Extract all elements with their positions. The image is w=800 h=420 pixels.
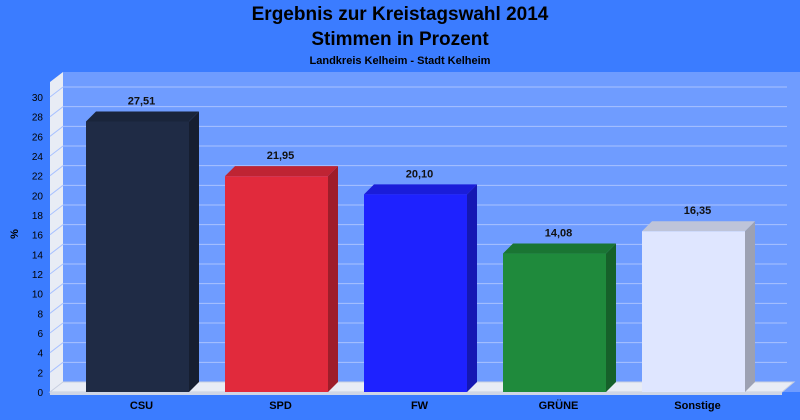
bar-front [642,231,745,392]
y-tick-label: 4 [37,349,43,360]
bar-front [86,121,189,393]
gridline-diag [49,125,64,137]
bar-side [467,184,477,392]
bar-front [503,253,606,392]
y-tick-label: 2 [37,368,43,379]
y-tick-label: 16 [32,231,44,242]
bar-side [745,221,755,392]
bar-side [189,111,199,393]
gridline-diag [49,204,64,216]
y-tick-label: 30 [32,93,44,104]
y-tick-label: 20 [32,191,44,202]
bar-top [225,166,338,177]
y-tick-label: 26 [32,132,44,143]
bar-sonstige: 16,35 [642,205,755,392]
bar-front [364,194,467,392]
y-tick-label: 12 [32,270,44,281]
y-axis-label: % [9,229,21,239]
gridline-diag [49,86,64,98]
x-tick-label: SPD [269,400,292,412]
chart-subtitle: Landkreis Kelheim - Stadt Kelheim [309,55,491,67]
bar-top [364,184,477,195]
gridline-diag [49,342,64,354]
y-tick-label: 28 [32,113,44,124]
x-tick-label: Sonstige [674,400,720,412]
gridline-diag [49,263,64,275]
bar-value-label: 14,08 [545,228,573,240]
gridline-diag [49,184,64,196]
chart-title-line2: Stimmen in Prozent [311,29,489,50]
bar-value-label: 21,95 [267,150,295,162]
y-tick-label: 24 [32,152,44,163]
bar-csu: 27,51 [86,95,199,393]
y-tick-label: 18 [32,211,44,222]
gridline-diag [49,106,64,118]
plot-floor-edge [50,392,782,395]
gridline-diag [49,361,64,373]
bars: 27,51 21,95 20,10 14,08 16,35 [86,95,755,393]
bar-value-label: 27,51 [128,95,156,107]
plot-left-wall [50,72,63,392]
bar-value-label: 20,10 [406,168,434,180]
gridline-diag [49,243,64,255]
gridline-diag [49,165,64,177]
bar-top [86,111,199,122]
bar-value-label: 16,35 [684,205,712,217]
bar-top [503,243,616,254]
y-tick-label: 10 [32,290,44,301]
x-axis: CSU SPD FW GRÜNE Sonstige [130,399,721,412]
gridline-diag [49,145,64,157]
y-tick-label: 14 [32,250,44,261]
chart-title: Ergebnis zur Kreistagswahl 2014 [251,4,549,25]
y-tick-label: 6 [37,329,43,340]
bar-fw: 20,10 [364,168,477,392]
y-tick-label: 0 [37,388,43,399]
bar-grüne: 14,08 [503,228,616,392]
bar-spd: 21,95 [225,150,338,392]
bar-front [225,176,328,392]
gridline-diag [49,283,64,295]
y-tick-label: 22 [32,172,44,183]
gridline-diag [49,224,64,236]
x-tick-label: CSU [130,400,153,412]
x-tick-label: FW [411,400,429,412]
gridline-diag [49,322,64,334]
bar-side [328,166,338,392]
bar-side [606,243,616,392]
bar-top [642,221,755,232]
gridline-diag [49,302,64,314]
x-tick-label: GRÜNE [539,399,579,412]
y-tick-label: 8 [37,309,43,320]
